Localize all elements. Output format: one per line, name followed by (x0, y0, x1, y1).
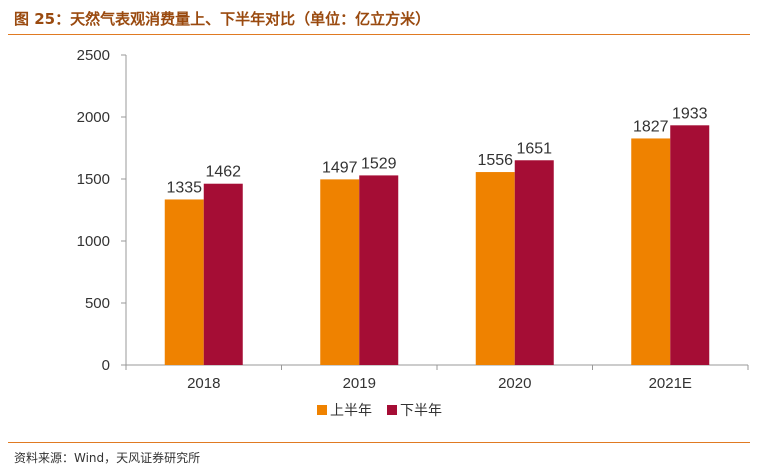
legend-swatch-second-half (387, 405, 397, 415)
source-note: 资料来源：Wind，天风证券研究所 (14, 451, 201, 465)
legend-label: 下半年 (400, 403, 442, 419)
x-tick-label: 2018 (187, 375, 220, 392)
bar-chart: 0 500 1000 1500 2000 2500 2018 2019 2020 2021E 13… (77, 47, 749, 419)
chart-axes: 0 500 1000 1500 2000 2500 2018 2019 2020 2021E (77, 47, 749, 392)
legend-swatch-first-half (317, 405, 327, 415)
data-label: 1335 (166, 179, 202, 196)
y-tick-label: 1500 (77, 171, 110, 188)
y-tick-label: 2000 (77, 109, 110, 126)
data-label: 1529 (361, 155, 397, 172)
data-label: 1827 (633, 118, 669, 135)
y-tick-label: 2500 (77, 47, 110, 64)
bar-first-half (631, 138, 671, 365)
data-label: 1497 (322, 159, 358, 176)
legend-label: 上半年 (330, 403, 372, 419)
chart-bars (164, 125, 710, 365)
bar-second-half (514, 160, 554, 365)
y-tick-label: 0 (102, 357, 110, 374)
bar-second-half (359, 175, 399, 365)
bar-second-half (670, 125, 710, 365)
bar-first-half (475, 172, 515, 365)
figure-title: 图 25：天然气表观消费量上、下半年对比（单位：亿立方米） (14, 10, 431, 28)
x-tick-label: 2019 (343, 375, 376, 392)
y-tick-label: 500 (85, 295, 110, 312)
x-tick-label: 2020 (498, 375, 531, 392)
bar-second-half (203, 183, 243, 365)
chart-legend: 上半年 下半年 (317, 403, 442, 419)
bar-first-half (320, 179, 360, 365)
data-label: 1556 (477, 152, 513, 169)
bar-first-half (164, 199, 204, 365)
title-divider (8, 34, 750, 35)
y-tick-label: 1000 (77, 233, 110, 250)
data-label: 1651 (516, 140, 552, 157)
data-label: 1462 (205, 164, 241, 181)
source-divider (8, 442, 750, 443)
x-tick-label: 2021E (649, 375, 692, 392)
data-label: 1933 (672, 105, 708, 122)
